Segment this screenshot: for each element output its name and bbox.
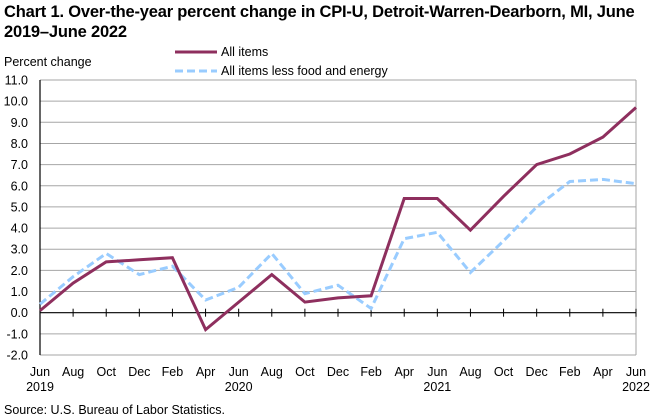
x-tick-label: Dec <box>327 365 349 379</box>
x-tick-label: Jun <box>427 365 447 379</box>
source-note: Source: U.S. Bureau of Labor Statistics. <box>4 403 225 417</box>
x-tick-label: Jun <box>626 365 646 379</box>
legend-swatch-dashed <box>175 65 217 77</box>
y-tick-label: -1.0 <box>6 327 28 341</box>
legend: All items All items less food and energy <box>175 42 388 80</box>
y-tick-label: 2.0 <box>11 264 28 278</box>
x-tick-label: Feb <box>162 365 184 379</box>
y-tick-label: -2.0 <box>6 349 28 363</box>
x-tick-label: Feb <box>559 365 581 379</box>
x-tick-label: Jun <box>30 365 50 379</box>
x-tick-label: Apr <box>196 365 215 379</box>
y-tick-label: 4.0 <box>11 222 28 236</box>
y-tick-label: 8.0 <box>11 137 28 151</box>
legend-item-core: All items less food and energy <box>175 61 388 80</box>
y-tick-label: 10.0 <box>4 95 28 109</box>
y-tick-label: 5.0 <box>11 200 28 214</box>
x-tick-label: Feb <box>360 365 382 379</box>
y-tick-label: 1.0 <box>11 285 28 299</box>
x-tick-label: Aug <box>459 365 481 379</box>
x-tick-year-label: 2022 <box>622 380 650 394</box>
x-tick-label: Oct <box>295 365 315 379</box>
y-axis-label: Percent change <box>4 55 92 69</box>
chart-title: Chart 1. Over-the-year percent change in… <box>4 3 635 41</box>
x-tick-label: Aug <box>62 365 84 379</box>
x-tick-label: Aug <box>261 365 283 379</box>
legend-label: All items less food and energy <box>221 63 388 78</box>
y-tick-label: 9.0 <box>11 116 28 130</box>
legend-label: All items <box>221 44 269 59</box>
series-line-core <box>39 177 637 311</box>
x-tick-year-label: 2020 <box>225 380 253 394</box>
y-tick-label: 0.0 <box>11 306 28 320</box>
x-tick-label: Apr <box>593 365 612 379</box>
x-tick-label: Dec <box>526 365 548 379</box>
y-tick-label: 3.0 <box>11 243 28 257</box>
series-line-all-items <box>39 106 637 333</box>
x-tick-year-label: 2019 <box>26 380 54 394</box>
x-tick-label: Jun <box>229 365 249 379</box>
x-tick-label: Apr <box>394 365 413 379</box>
legend-swatch-solid <box>175 46 217 58</box>
x-tick-label: Oct <box>494 365 514 379</box>
y-tick-label: 11.0 <box>5 74 28 88</box>
y-tick-label: 7.0 <box>11 158 28 172</box>
x-tick-label: Oct <box>96 365 116 379</box>
y-tick-label: 6.0 <box>11 179 28 193</box>
legend-item-all-items: All items <box>175 42 388 61</box>
x-tick-label: Dec <box>128 365 150 379</box>
x-tick-year-label: 2021 <box>423 380 451 394</box>
